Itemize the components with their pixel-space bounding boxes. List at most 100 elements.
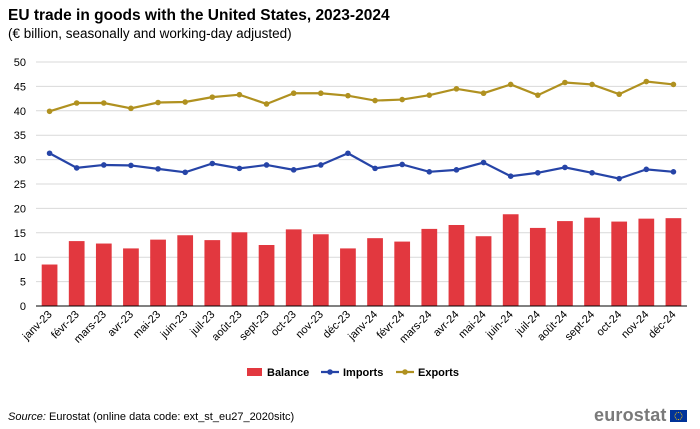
exports-point: [616, 91, 622, 98]
balance-bar: [665, 218, 682, 306]
x-tick-label: sept-24: [563, 309, 597, 343]
series-lines: [46, 78, 677, 182]
y-tick-label: 45: [14, 81, 26, 93]
y-tick-label: 30: [14, 155, 26, 167]
balance-bar: [177, 235, 194, 306]
y-tick-label: 50: [14, 57, 26, 69]
x-tick-label: juin-23: [158, 309, 191, 342]
exports-point: [155, 99, 161, 106]
balance-bar: [611, 221, 628, 306]
imports-point: [290, 167, 297, 173]
imports-point: [345, 150, 351, 157]
exports-point: [101, 100, 107, 106]
imports-point: [616, 175, 622, 182]
x-tick-label: janv-24: [345, 309, 380, 344]
x-tick-label: juin-24: [483, 309, 516, 342]
x-tick-label: sept-23: [237, 309, 271, 343]
x-tick-label: nov-23: [294, 309, 326, 341]
exports-point: [399, 96, 405, 103]
balance-bar: [95, 243, 112, 306]
imports-point: [128, 162, 134, 169]
balance-bar: [638, 218, 655, 306]
imports-point: [182, 169, 188, 176]
exports-point: [426, 92, 433, 98]
legend-imports-marker: [327, 369, 333, 375]
imports-point: [589, 169, 595, 176]
x-tick-label: avr-24: [431, 309, 462, 340]
y-tick-label: 35: [14, 130, 26, 142]
balance-bar: [367, 238, 383, 306]
exports-point: [453, 86, 460, 92]
x-tick-label: nov-24: [619, 309, 651, 341]
exports-point: [209, 94, 216, 100]
balance-bars: [41, 214, 682, 306]
x-tick-label: mai-23: [131, 309, 163, 341]
balance-bar: [394, 241, 411, 306]
imports-point: [562, 164, 568, 171]
y-tick-label: 25: [14, 179, 26, 191]
exports-point: [236, 91, 243, 98]
exports-point: [73, 100, 80, 106]
balance-bar: [312, 234, 329, 306]
imports-point: [480, 159, 487, 166]
balance-bar: [41, 264, 58, 306]
source-note: Source: Eurostat (online data code: ext_…: [8, 411, 294, 423]
balance-bar: [421, 228, 438, 306]
eurostat-logo: eurostat: [594, 405, 687, 426]
balance-bar: [150, 239, 166, 306]
y-tick-label: 5: [20, 277, 26, 289]
exports-point: [670, 81, 677, 88]
exports-point: [345, 92, 351, 99]
legend-imports-label: Imports: [343, 367, 383, 379]
x-tick-label: avr-23: [106, 309, 137, 340]
gridlines: [36, 61, 687, 283]
imports-point: [453, 167, 460, 173]
imports-point: [426, 169, 433, 175]
balance-bar: [502, 214, 519, 306]
y-tick-label: 40: [14, 106, 26, 118]
y-tick-label: 15: [14, 228, 26, 240]
y-axis-ticks: 0 5 10 15 20 25 30 35 40 45 50: [14, 57, 26, 313]
exports-point: [290, 90, 297, 97]
imports-point: [263, 162, 270, 168]
imports-point: [670, 169, 677, 175]
balance-bar: [68, 241, 85, 306]
balance-bar: [557, 221, 573, 306]
balance-bar: [340, 248, 356, 306]
chart-title: EU trade in goods with the United States…: [8, 7, 390, 24]
exports-point: [562, 79, 568, 86]
exports-line: [49, 80, 674, 113]
exports-point: [46, 108, 53, 115]
exports-point: [643, 78, 650, 85]
exports-point: [507, 81, 514, 88]
legend-exports-marker: [402, 369, 408, 375]
exports-point: [535, 92, 541, 98]
exports-point: [263, 101, 270, 107]
y-tick-label: 10: [14, 252, 26, 264]
balance-bar: [123, 248, 139, 306]
source-label: Source:: [8, 411, 46, 423]
imports-point: [372, 165, 378, 172]
exports-point: [589, 81, 595, 88]
legend: Balance Imports Exports: [247, 367, 459, 379]
imports-line: [49, 152, 674, 180]
x-tick-label: janv-23: [20, 309, 55, 344]
exports-point: [182, 99, 188, 105]
balance-bar: [529, 227, 546, 306]
balance-bar: [285, 229, 302, 306]
imports-point: [535, 169, 541, 176]
x-tick-label: mai-24: [456, 309, 488, 341]
legend-exports-label: Exports: [418, 367, 459, 379]
imports-point: [155, 166, 161, 172]
y-tick-label: 20: [14, 203, 26, 215]
imports-point: [318, 162, 324, 168]
balance-bar: [448, 224, 465, 306]
eu-flag-icon: [669, 409, 687, 422]
x-tick-label: août-24: [535, 309, 570, 344]
imports-point: [73, 165, 80, 171]
x-axis-ticks: janv-23févr-23mars-23avr-23mai-23juin-23…: [20, 309, 679, 346]
imports-point: [399, 161, 405, 168]
balance-bar: [258, 245, 275, 306]
exports-point: [480, 90, 487, 97]
balance-bar: [231, 232, 248, 306]
